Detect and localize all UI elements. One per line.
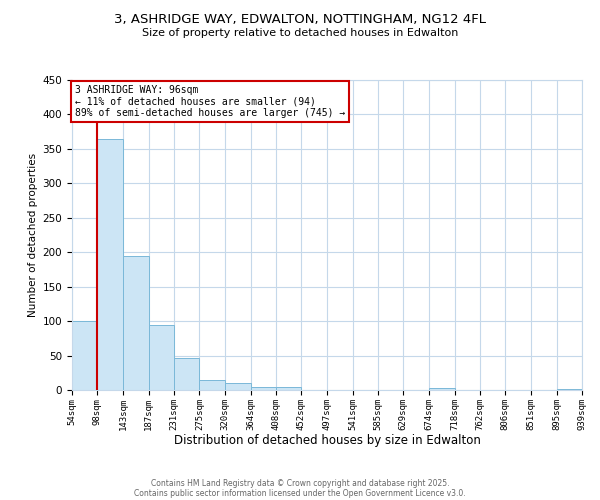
Text: Contains HM Land Registry data © Crown copyright and database right 2025.: Contains HM Land Registry data © Crown c… <box>151 478 449 488</box>
Bar <box>225 383 251 390</box>
Bar <box>149 324 174 390</box>
Bar <box>97 138 123 390</box>
Bar <box>557 388 582 390</box>
Bar <box>199 380 225 390</box>
Text: 3, ASHRIDGE WAY, EDWALTON, NOTTINGHAM, NG12 4FL: 3, ASHRIDGE WAY, EDWALTON, NOTTINGHAM, N… <box>114 12 486 26</box>
Bar <box>429 388 455 390</box>
Bar <box>72 321 97 390</box>
Bar <box>174 358 199 390</box>
Text: 3 ASHRIDGE WAY: 96sqm
← 11% of detached houses are smaller (94)
89% of semi-deta: 3 ASHRIDGE WAY: 96sqm ← 11% of detached … <box>75 85 345 118</box>
Bar <box>276 386 301 390</box>
Bar <box>251 386 276 390</box>
Bar <box>123 256 149 390</box>
Text: Contains public sector information licensed under the Open Government Licence v3: Contains public sector information licen… <box>134 488 466 498</box>
Y-axis label: Number of detached properties: Number of detached properties <box>28 153 38 317</box>
X-axis label: Distribution of detached houses by size in Edwalton: Distribution of detached houses by size … <box>173 434 481 447</box>
Text: Size of property relative to detached houses in Edwalton: Size of property relative to detached ho… <box>142 28 458 38</box>
